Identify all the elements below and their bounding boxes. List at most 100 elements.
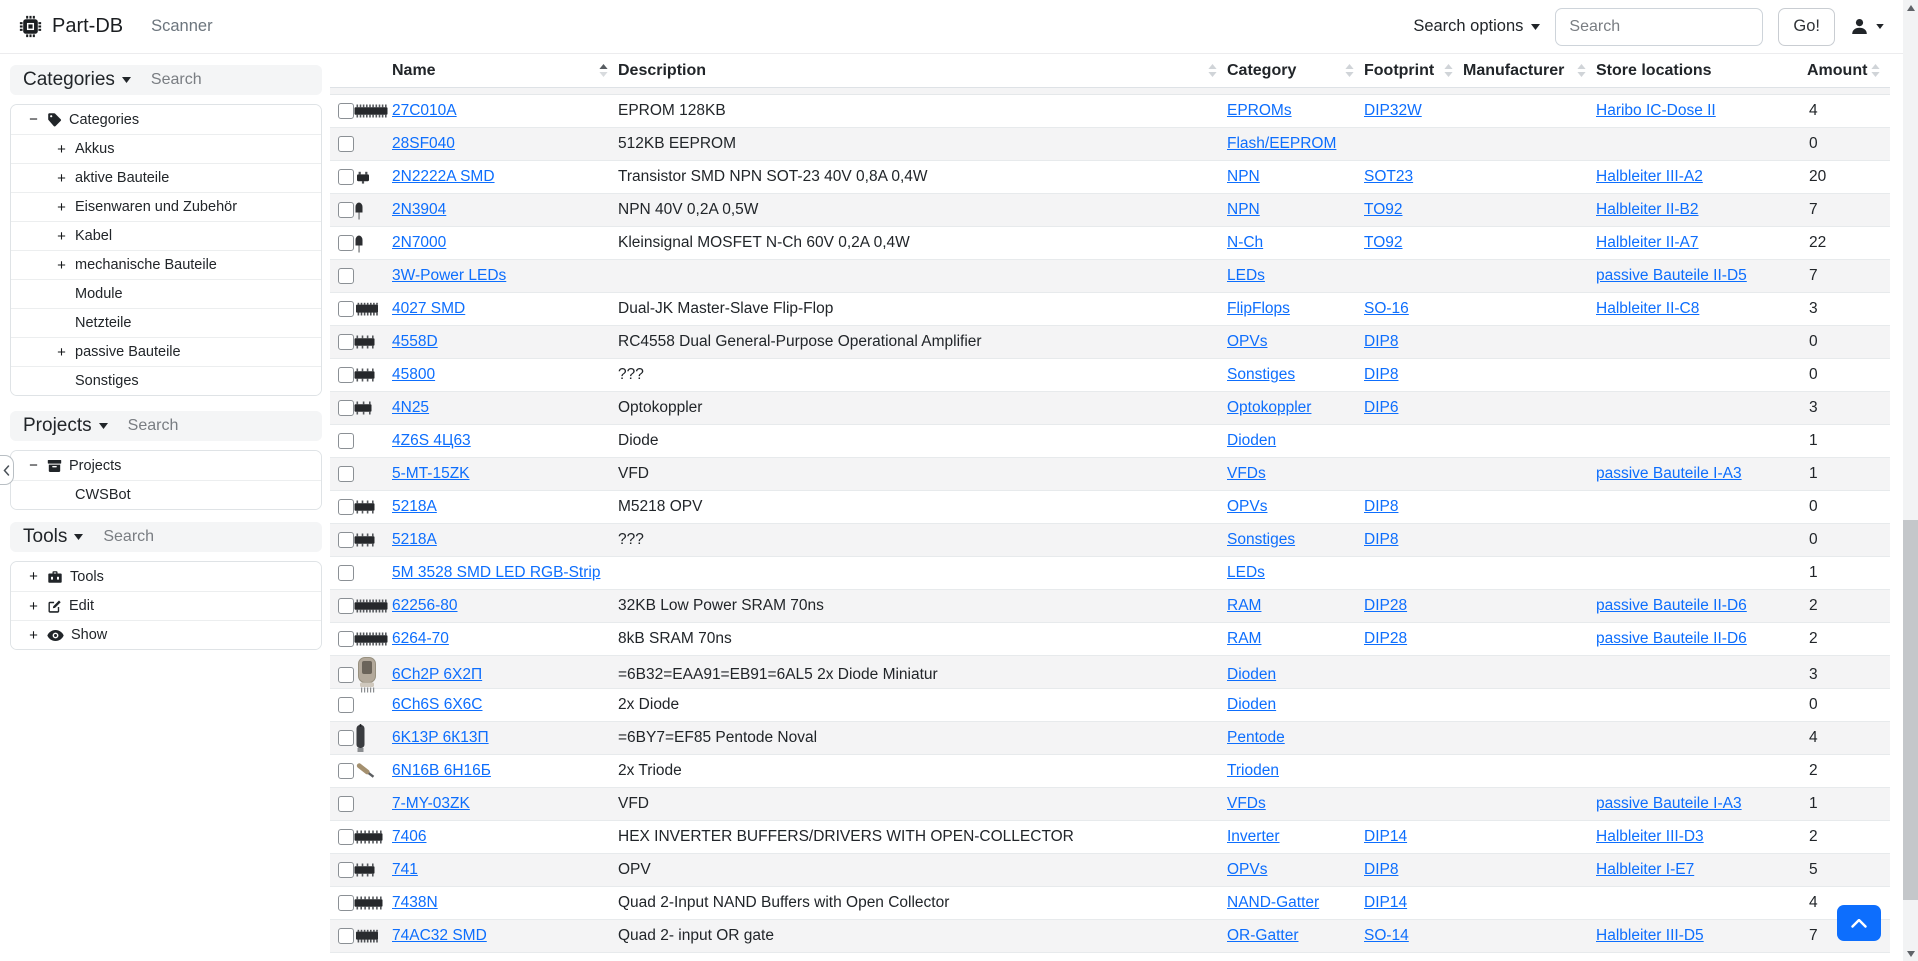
column-header-manufacturer[interactable]: Manufacturer bbox=[1463, 62, 1596, 80]
part-footprint-link-text[interactable]: DIP8 bbox=[1364, 498, 1399, 515]
tree-item-edit[interactable]: + Edit bbox=[11, 591, 321, 620]
part-location-link-text[interactable]: passive Bauteile II-D6 bbox=[1596, 630, 1747, 647]
part-location-link-text[interactable]: Halbleiter III-A2 bbox=[1596, 168, 1703, 185]
minus-icon[interactable]: − bbox=[29, 111, 38, 128]
row-checkbox[interactable] bbox=[338, 598, 354, 614]
part-footprint-link-text[interactable]: DIP8 bbox=[1364, 861, 1399, 878]
part-footprint-link-text[interactable]: DIP14 bbox=[1364, 894, 1408, 911]
part-thumbnail-soic[interactable] bbox=[354, 302, 380, 316]
part-name-link-text[interactable]: 5-MT-15ZK bbox=[392, 465, 470, 482]
row-checkbox[interactable] bbox=[338, 268, 354, 284]
categories-dropdown-toggle[interactable]: Categories bbox=[23, 69, 131, 91]
part-thumbnail-to92[interactable] bbox=[354, 234, 364, 253]
row-checkbox[interactable] bbox=[338, 334, 354, 350]
part-category-link-text[interactable]: RAM bbox=[1227, 630, 1262, 647]
part-name-link-text[interactable]: 6Ch2P 6Х2П bbox=[392, 666, 483, 683]
part-location-link-text[interactable]: Halbleiter II-A7 bbox=[1596, 234, 1699, 251]
part-name-link-text[interactable]: 6K13P 6К13П bbox=[392, 729, 489, 746]
part-name-link-text[interactable]: 27C010A bbox=[392, 102, 457, 119]
part-name-link-text[interactable]: 5M 3528 SMD LED RGB-Strip bbox=[392, 564, 601, 581]
user-menu[interactable] bbox=[1850, 17, 1884, 36]
part-footprint-link-text[interactable]: DIP8 bbox=[1364, 333, 1399, 350]
row-checkbox[interactable] bbox=[338, 730, 354, 746]
part-category-link-text[interactable]: Sonstiges bbox=[1227, 366, 1296, 383]
plus-icon[interactable]: + bbox=[29, 626, 38, 644]
part-category-link-text[interactable]: Trioden bbox=[1227, 762, 1279, 779]
column-header-amount[interactable]: Amount bbox=[1807, 62, 1890, 80]
part-name-link-text[interactable]: 7-MY-03ZK bbox=[392, 795, 470, 812]
part-footprint-link-text[interactable]: DIP28 bbox=[1364, 630, 1408, 647]
part-location-link-text[interactable]: passive Bauteile II-D6 bbox=[1596, 597, 1747, 614]
row-checkbox[interactable] bbox=[338, 565, 354, 581]
part-name-link-text[interactable]: 45800 bbox=[392, 366, 436, 383]
part-footprint-link-text[interactable]: DIP8 bbox=[1364, 531, 1399, 548]
part-category-link-text[interactable]: RAM bbox=[1227, 597, 1262, 614]
part-thumbnail-dip14[interactable] bbox=[354, 830, 383, 844]
part-thumbnail-dip6[interactable] bbox=[354, 401, 372, 415]
part-category-link-text[interactable]: Optokoppler bbox=[1227, 399, 1312, 416]
part-footprint-link-text[interactable]: SOT23 bbox=[1364, 168, 1414, 185]
part-thumbnail-soic[interactable] bbox=[354, 929, 380, 943]
part-thumbnail-tube-diagonal[interactable] bbox=[354, 760, 378, 782]
row-checkbox[interactable] bbox=[338, 763, 354, 779]
tree-item-cwsbot[interactable]: CWSBot bbox=[11, 480, 321, 509]
part-category-link-text[interactable]: NPN bbox=[1227, 168, 1260, 185]
search-go-button[interactable]: Go! bbox=[1778, 7, 1835, 46]
part-name-link-text[interactable]: 28SF040 bbox=[392, 135, 455, 152]
row-checkbox[interactable] bbox=[338, 895, 354, 911]
part-thumbnail-dip8[interactable] bbox=[354, 533, 375, 547]
part-footprint-link-text[interactable]: DIP14 bbox=[1364, 828, 1408, 845]
part-category-link-text[interactable]: Inverter bbox=[1227, 828, 1280, 845]
part-location-link-text[interactable]: Halbleiter II-B2 bbox=[1596, 201, 1699, 218]
row-checkbox[interactable] bbox=[338, 433, 354, 449]
part-name-link-text[interactable]: 4Z6S 4Ц63 bbox=[392, 432, 471, 449]
part-thumbnail-to92[interactable] bbox=[354, 201, 364, 220]
part-category-link-text[interactable]: Dioden bbox=[1227, 432, 1277, 449]
part-location-link-text[interactable]: Haribo IC-Dose II bbox=[1596, 102, 1716, 119]
plus-icon[interactable]: + bbox=[57, 227, 66, 245]
row-checkbox[interactable] bbox=[338, 796, 354, 812]
tree-item-tools[interactable]: + Tools bbox=[11, 562, 321, 591]
part-thumbnail-dip-long[interactable] bbox=[354, 104, 388, 118]
plus-icon[interactable]: + bbox=[57, 343, 66, 361]
tree-item-projects[interactable]: − Projects bbox=[11, 451, 321, 480]
tree-item-akkus[interactable]: + Akkus bbox=[11, 134, 321, 163]
vertical-scrollbar[interactable] bbox=[1903, 0, 1918, 961]
tree-item-aktive-bauteile[interactable]: + aktive Bauteile bbox=[11, 163, 321, 192]
part-name-link-text[interactable]: 2N7000 bbox=[392, 234, 447, 251]
part-name-link-text[interactable]: 62256-80 bbox=[392, 597, 458, 614]
tree-item-passive-bauteile[interactable]: + passive Bauteile bbox=[11, 337, 321, 366]
part-thumbnail-dip-long[interactable] bbox=[354, 599, 388, 613]
part-name-link-text[interactable]: 7406 bbox=[392, 828, 427, 845]
column-header-name[interactable]: Name bbox=[392, 62, 618, 80]
plus-icon[interactable]: + bbox=[57, 140, 66, 158]
plus-icon[interactable]: + bbox=[29, 568, 38, 585]
part-thumbnail-dip8[interactable] bbox=[354, 335, 375, 349]
part-category-link-text[interactable]: Flash/EEPROM bbox=[1227, 135, 1337, 152]
part-thumbnail-tube-dark[interactable] bbox=[354, 723, 367, 753]
part-category-link-text[interactable]: FlipFlops bbox=[1227, 300, 1290, 317]
part-category-link-text[interactable]: NPN bbox=[1227, 201, 1260, 218]
row-checkbox[interactable] bbox=[338, 169, 354, 185]
tools-dropdown-toggle[interactable]: Tools bbox=[23, 526, 84, 548]
part-category-link-text[interactable]: OPVs bbox=[1227, 861, 1268, 878]
tree-item-module[interactable]: Module bbox=[11, 279, 321, 308]
part-thumbnail-dip8[interactable] bbox=[354, 500, 375, 514]
part-name-link-text[interactable]: 6264-70 bbox=[392, 630, 449, 647]
categories-tree-search-input[interactable] bbox=[148, 70, 269, 90]
row-checkbox[interactable] bbox=[338, 697, 354, 713]
row-checkbox[interactable] bbox=[338, 928, 354, 944]
row-checkbox[interactable] bbox=[338, 367, 354, 383]
part-name-link-text[interactable]: 2N3904 bbox=[392, 201, 447, 218]
row-checkbox[interactable] bbox=[338, 862, 354, 878]
scroll-to-top-button[interactable] bbox=[1837, 905, 1881, 941]
part-name-link-text[interactable]: 5218A bbox=[392, 498, 437, 515]
row-checkbox[interactable] bbox=[338, 235, 354, 251]
part-location-link-text[interactable]: Halbleiter II-C8 bbox=[1596, 300, 1700, 317]
part-footprint-link-text[interactable]: DIP32W bbox=[1364, 102, 1422, 119]
part-category-link-text[interactable]: VFDs bbox=[1227, 465, 1266, 482]
part-name-link-text[interactable]: 4027 SMD bbox=[392, 300, 466, 317]
column-header-category[interactable]: Category bbox=[1227, 62, 1364, 80]
projects-dropdown-toggle[interactable]: Projects bbox=[23, 415, 108, 437]
row-checkbox[interactable] bbox=[338, 532, 354, 548]
